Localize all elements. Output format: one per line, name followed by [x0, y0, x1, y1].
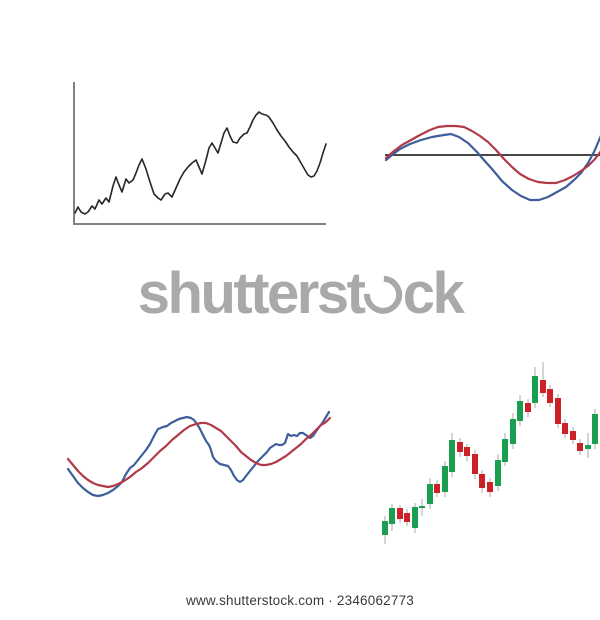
moving-average-crossover-chart	[54, 396, 346, 504]
watermark-text-suffix: ck	[402, 261, 465, 326]
candlestick-chart	[376, 354, 600, 556]
watermark-text-prefix: shutterst	[137, 261, 366, 326]
oscillator-crossover-chart	[370, 99, 600, 231]
image-credit-url: www.shutterstock.com · 2346062773	[186, 593, 414, 608]
shutterstock-watermark: shutterst ck	[0, 265, 600, 323]
price-line-chart	[58, 71, 340, 236]
shutterstock-logo-o-icon	[356, 268, 410, 322]
